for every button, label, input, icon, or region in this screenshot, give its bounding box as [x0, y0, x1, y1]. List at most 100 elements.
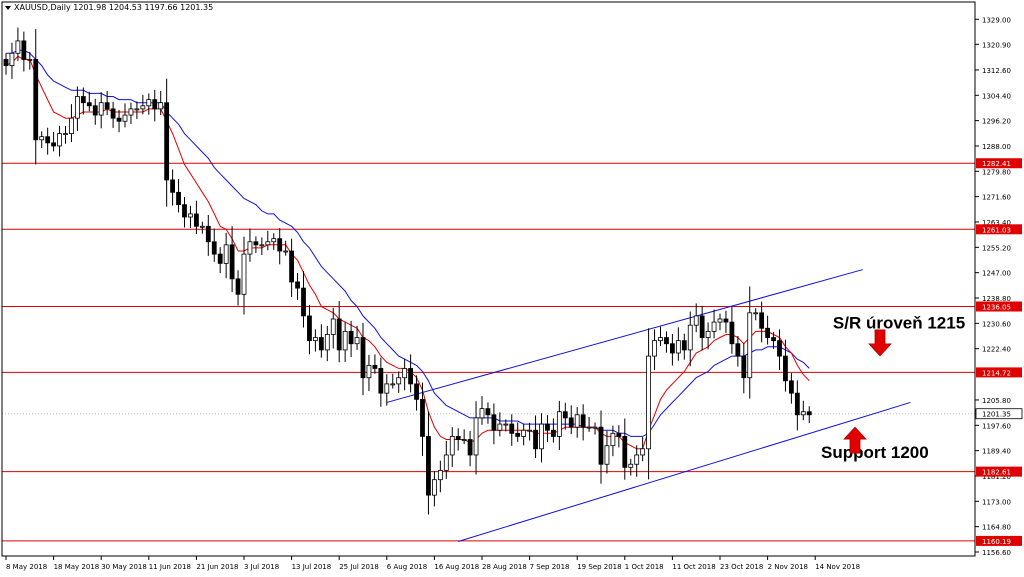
- candle: [556, 400, 562, 451]
- candle: [527, 422, 532, 441]
- x-tick-label: 7 Sep 2018: [530, 563, 570, 571]
- candle-body-bull: [628, 463, 634, 468]
- candle: [199, 221, 205, 234]
- candle-body-bull: [527, 429, 532, 432]
- candle: [735, 336, 741, 367]
- ma-slow-line: [6, 49, 810, 437]
- chart-title: XAUUSD,Daily 1201.98 1204.53 1197.66 120…: [14, 3, 213, 12]
- candle-body-bear: [336, 318, 342, 351]
- candle: [646, 328, 651, 480]
- candle: [384, 374, 390, 406]
- candle: [63, 126, 68, 144]
- x-tick-label: 25 Jul 2018: [339, 563, 379, 571]
- candle: [664, 331, 669, 353]
- candle-body-bull: [449, 436, 455, 456]
- candle-body-bull: [312, 337, 318, 342]
- candle-body-bull: [431, 479, 437, 496]
- candle-body-bear: [562, 411, 568, 419]
- level-price-label: 1261.03: [982, 226, 1011, 234]
- candle: [146, 93, 152, 115]
- x-tick-label: 1 Oct 2018: [625, 563, 664, 571]
- candle-body-bear: [301, 287, 306, 317]
- candle-body-bear: [360, 337, 366, 379]
- level-price-tag: [976, 535, 1022, 546]
- candle: [610, 425, 616, 457]
- candle: [562, 402, 568, 430]
- candle: [241, 236, 247, 315]
- candle: [705, 322, 711, 350]
- candle: [158, 90, 164, 116]
- x-tick-label: 3 Jul 2018: [244, 563, 279, 571]
- candle: [574, 407, 580, 438]
- candle-body-bull: [574, 414, 580, 428]
- candle-body-bear: [253, 241, 259, 246]
- candle-body-bear: [485, 408, 491, 416]
- y-tick-label: 1271.60: [982, 194, 1011, 202]
- candle: [592, 422, 598, 435]
- candle-body-bull: [402, 368, 408, 379]
- candle: [372, 354, 378, 374]
- candle-body-bear: [414, 383, 419, 400]
- candle-body-bull: [39, 136, 45, 141]
- candle-body-bull: [652, 340, 657, 357]
- candle-body-bull: [27, 59, 33, 61]
- candle: [301, 270, 306, 328]
- candle: [598, 410, 604, 484]
- x-tick-label: 11 Jun 2018: [149, 563, 191, 571]
- candle: [193, 200, 199, 235]
- candle-body-bear: [789, 380, 794, 394]
- x-tick-label: 30 May 2018: [101, 563, 147, 571]
- x-tick-label: 21 Jun 2018: [196, 563, 238, 571]
- candle: [342, 322, 348, 362]
- candle-body-bear: [794, 392, 800, 416]
- candle: [217, 247, 223, 274]
- candle-body-bull: [640, 448, 646, 456]
- candle-body-bear: [193, 213, 199, 227]
- candle-body-bull: [342, 330, 348, 351]
- candle-body-bear: [771, 337, 776, 342]
- candle: [759, 301, 765, 343]
- level-price-tag: [976, 367, 1022, 378]
- candle: [491, 403, 497, 445]
- horizontal-levels: [2, 162, 975, 542]
- candle-body-bear: [348, 330, 354, 345]
- candle: [110, 101, 116, 128]
- y-tick-label: 1173.00: [982, 498, 1011, 506]
- y-tick-label: 1238.80: [982, 295, 1011, 303]
- candle: [568, 405, 574, 435]
- candle-body-bull: [247, 241, 253, 255]
- candle: [271, 233, 277, 250]
- candle: [473, 401, 479, 475]
- candle: [711, 309, 717, 339]
- candle-body-bull: [259, 244, 265, 247]
- level-price-tag: [976, 224, 1022, 235]
- candle-body-bear: [420, 398, 425, 437]
- y-tick-label: 1181.20: [982, 473, 1011, 481]
- candle: [75, 86, 80, 131]
- candle: [247, 228, 253, 262]
- candle: [681, 333, 687, 360]
- candle-body-bull: [479, 408, 485, 419]
- candle: [307, 305, 312, 355]
- candle-body-bear: [116, 117, 122, 122]
- candle: [57, 125, 62, 157]
- candle: [318, 324, 324, 358]
- candle-body-bull: [717, 318, 723, 323]
- candle-body-bear: [92, 105, 98, 116]
- candle: [45, 127, 51, 155]
- candle: [449, 427, 455, 468]
- chart-menu-arrow-icon[interactable]: [5, 6, 11, 10]
- candle: [789, 373, 794, 404]
- candle: [235, 270, 241, 306]
- candle-body-bear: [491, 414, 497, 431]
- y-tick-label: 1247.00: [982, 270, 1011, 278]
- channel-line-1: [458, 401, 911, 542]
- candle-body-bear: [217, 253, 223, 264]
- candle: [437, 460, 443, 493]
- candle: [777, 329, 782, 371]
- x-tick-label: 11 Oct 2018: [672, 563, 715, 571]
- y-tick-label: 1164.80: [982, 524, 1011, 532]
- candle: [188, 205, 193, 229]
- level-price-label: 1282.41: [982, 160, 1011, 168]
